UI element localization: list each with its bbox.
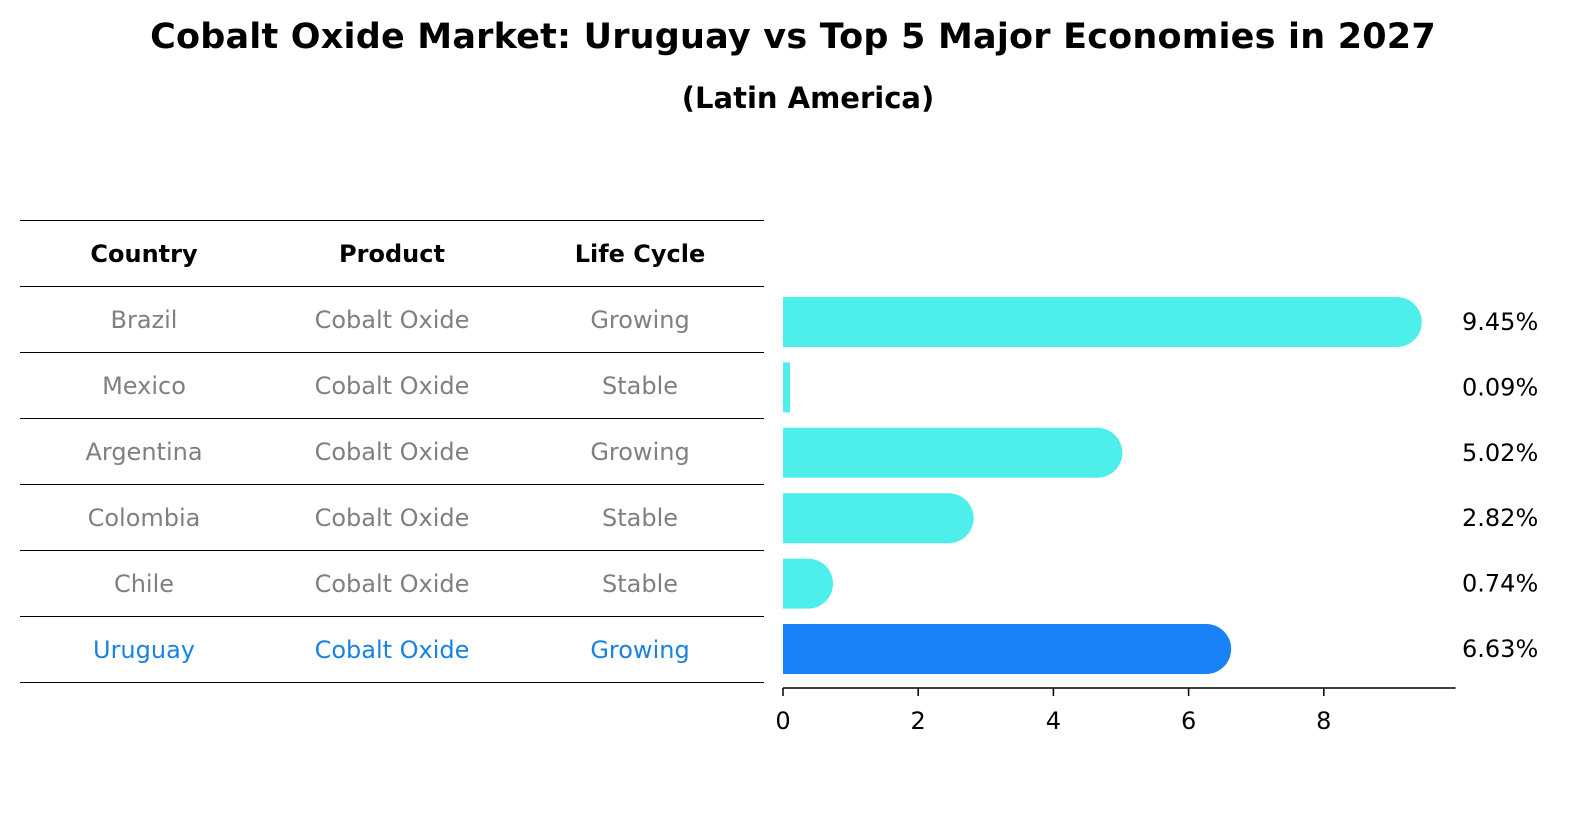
cell-product: Cobalt Oxide: [268, 484, 516, 551]
value-label-argentina: 5.02%: [1462, 439, 1538, 467]
chart-title: Cobalt Oxide Market: Uruguay vs Top 5 Ma…: [150, 17, 1436, 57]
cell-life-cycle: Growing: [516, 418, 764, 485]
table-row: Mexico Cobalt Oxide Stable: [20, 352, 764, 419]
bar-brazil: [783, 297, 1422, 347]
value-label-mexico: 0.09%: [1462, 373, 1538, 401]
cell-product: Cobalt Oxide: [268, 550, 516, 617]
table-row: Brazil Cobalt Oxide Growing: [20, 286, 764, 353]
header-country: Country: [20, 220, 268, 287]
bar-colombia: [783, 493, 974, 544]
cell-product: Cobalt Oxide: [268, 352, 516, 419]
cell-life-cycle: Growing: [516, 616, 764, 683]
data-table: Country Product Life Cycle Brazil Cobalt…: [20, 220, 764, 683]
cell-product: Cobalt Oxide: [268, 616, 516, 683]
cell-life-cycle: Stable: [516, 550, 764, 617]
value-label-uruguay: 6.63%: [1462, 635, 1538, 663]
x-tick-label-6: 6: [1181, 707, 1196, 735]
bar-argentina: [783, 427, 1123, 478]
cell-life-cycle: Growing: [516, 286, 764, 353]
table-row: Chile Cobalt Oxide Stable: [20, 550, 764, 617]
cell-life-cycle: Stable: [516, 484, 764, 551]
chart-subtitle: (Latin America): [681, 81, 935, 115]
header-product: Product: [268, 220, 516, 287]
cell-country: Uruguay: [20, 616, 268, 683]
bar-uruguay: [783, 624, 1232, 674]
header-life-cycle: Life Cycle: [516, 220, 764, 287]
table-row: Colombia Cobalt Oxide Stable: [20, 484, 764, 551]
value-label-brazil: 9.45%: [1462, 308, 1538, 336]
cell-product: Cobalt Oxide: [268, 418, 516, 485]
table-header-row: Country Product Life Cycle: [20, 220, 764, 287]
x-tick-label-0: 0: [775, 707, 790, 735]
cell-country: Brazil: [20, 286, 268, 353]
bar-mexico: [783, 362, 790, 413]
table-row-highlighted: Uruguay Cobalt Oxide Growing: [20, 616, 764, 683]
cell-product: Cobalt Oxide: [268, 286, 516, 353]
cell-country: Mexico: [20, 352, 268, 419]
x-tick-label-8: 8: [1316, 707, 1331, 735]
x-tick-label-4: 4: [1046, 707, 1061, 735]
cell-country: Argentina: [20, 418, 268, 485]
x-tick-label-2: 2: [911, 707, 926, 735]
bar-chile: [783, 558, 834, 609]
value-label-colombia: 2.82%: [1462, 504, 1538, 532]
table-row: Argentina Cobalt Oxide Growing: [20, 418, 764, 485]
value-label-chile: 0.74%: [1462, 570, 1538, 598]
cell-country: Chile: [20, 550, 268, 617]
cell-country: Colombia: [20, 484, 268, 551]
